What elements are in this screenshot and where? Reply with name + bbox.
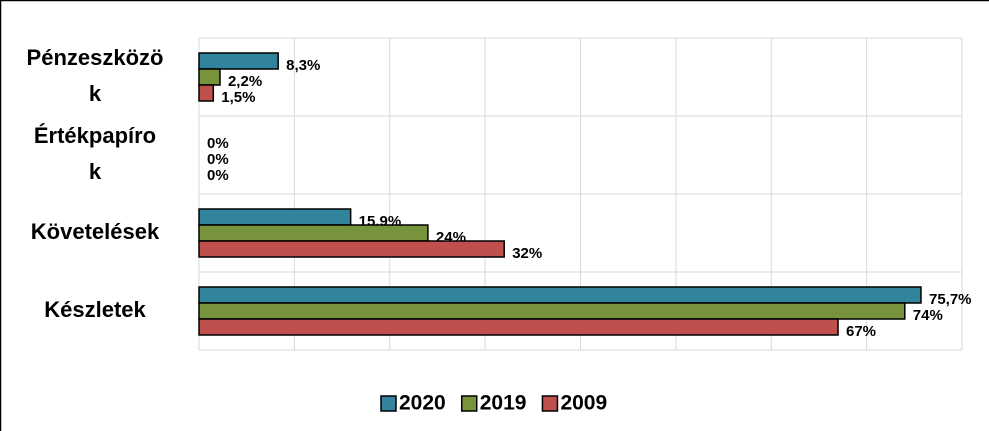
legend-label: 2020 [399, 392, 446, 415]
value-label: 74% [913, 307, 943, 324]
bar [198, 224, 429, 242]
bar [198, 302, 906, 320]
bar [198, 208, 352, 226]
category-label: Készletek [44, 297, 146, 322]
bar [198, 318, 839, 336]
bar [198, 52, 279, 70]
category-label: Pénzeszközö k [27, 45, 164, 106]
value-label: 0% [207, 135, 229, 152]
value-label: 1,5% [221, 89, 255, 106]
value-label: 2,2% [228, 73, 262, 90]
value-label: 0% [207, 167, 229, 184]
value-label: 75,7% [929, 291, 972, 308]
value-label: 32% [512, 245, 542, 262]
value-label: 67% [846, 323, 876, 340]
bar [198, 240, 505, 258]
category-label: Értékpapíro k [34, 123, 156, 184]
legend-swatch [541, 395, 559, 412]
bar [198, 68, 221, 86]
legend-swatch [380, 395, 397, 412]
category-label: Követelések [31, 219, 160, 244]
legend-label: 2019 [480, 392, 527, 415]
bar [198, 286, 922, 304]
bar [198, 84, 215, 102]
legend-label: 2009 [560, 392, 607, 415]
legend-swatch [460, 395, 478, 412]
value-label: 8,3% [286, 57, 320, 74]
value-label: 0% [207, 151, 229, 168]
